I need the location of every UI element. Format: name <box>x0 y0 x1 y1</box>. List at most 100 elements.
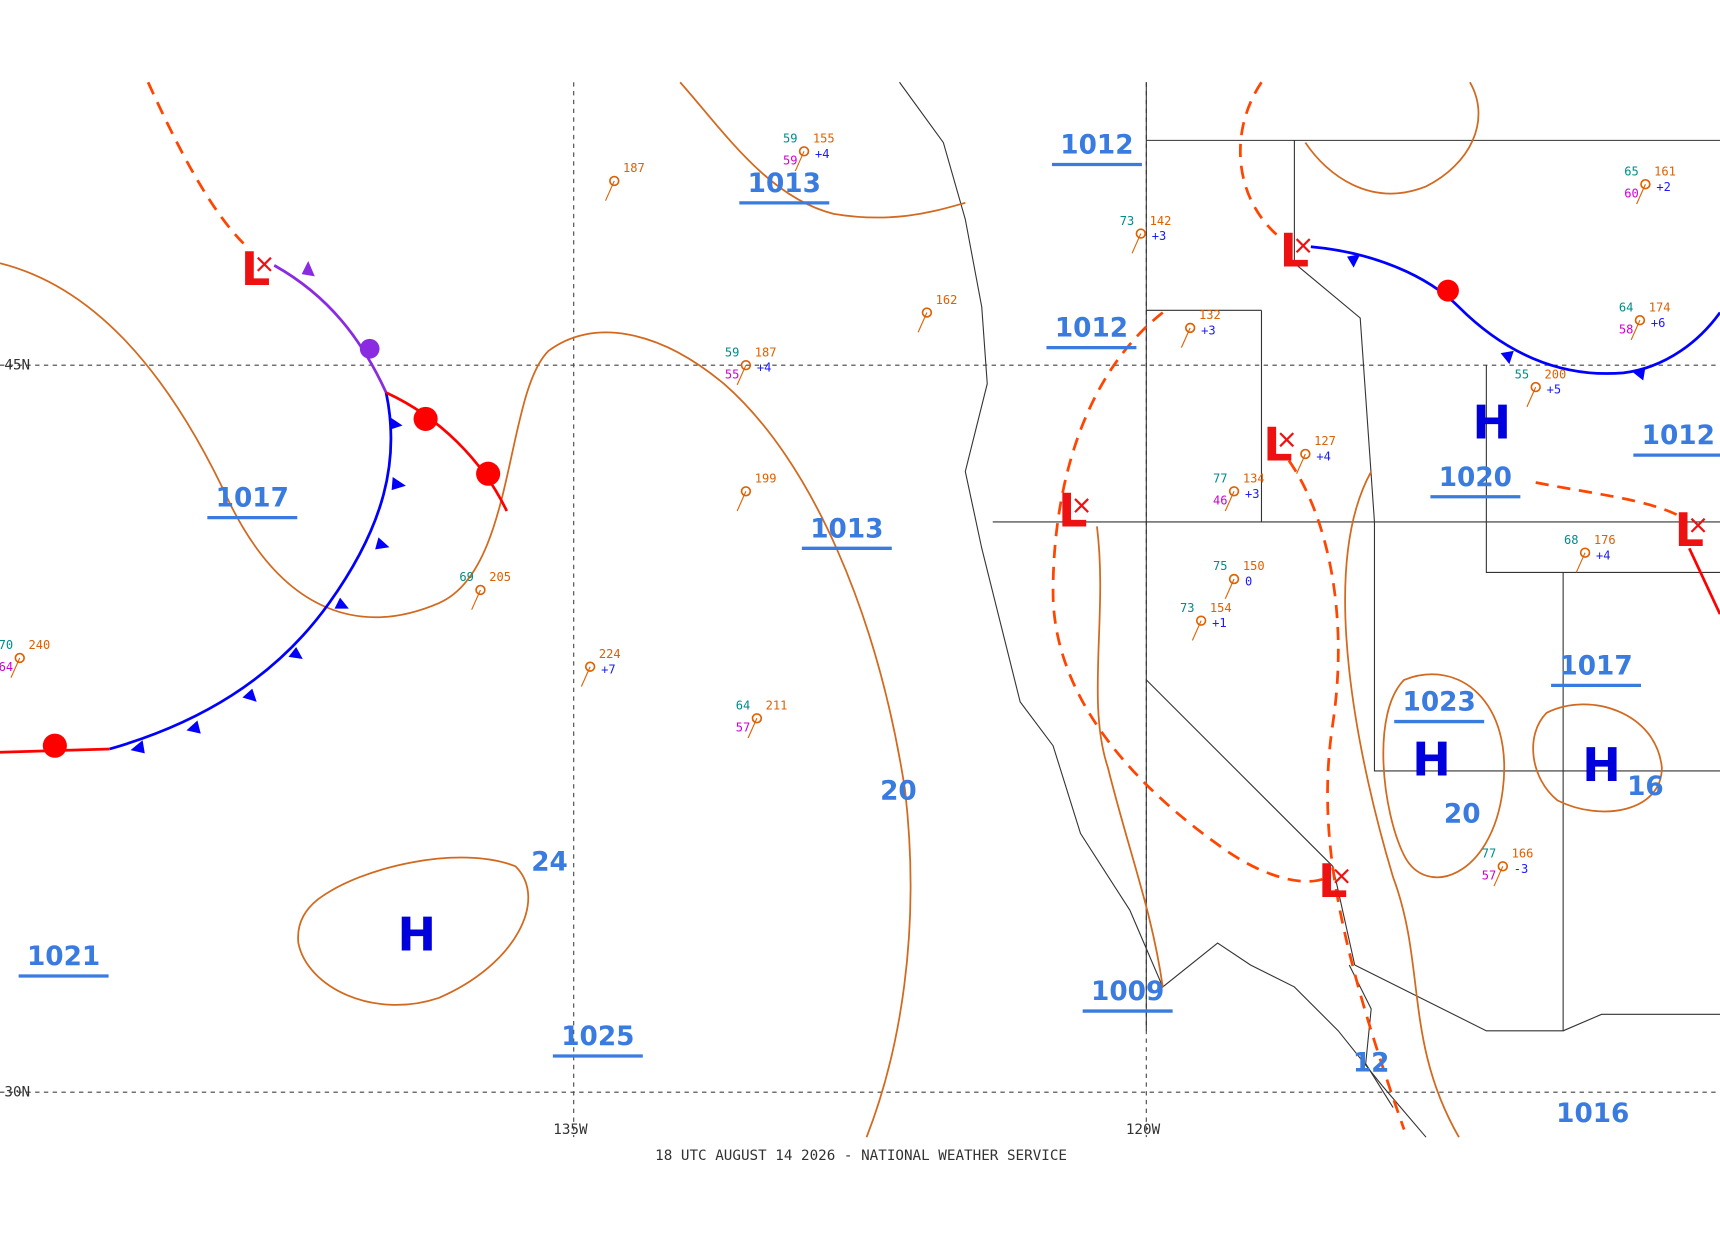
low-marker <box>1334 868 1349 884</box>
low-marker <box>1074 498 1089 513</box>
station-pressure: 154 <box>1210 601 1232 615</box>
wind-barb <box>1296 453 1306 474</box>
station-pressure: 199 <box>755 472 777 486</box>
trough <box>1287 459 1406 1130</box>
low-marker <box>257 256 272 272</box>
isobar-label: 1020 <box>1439 463 1512 493</box>
station-tendency: +3 <box>1201 323 1216 337</box>
isobar <box>1096 526 1164 988</box>
front-bumps <box>42 279 1459 758</box>
station-temperature: 77 <box>1482 847 1497 861</box>
pressure-center: L <box>241 242 270 296</box>
station-pressure: 174 <box>1649 300 1671 314</box>
isobar <box>297 856 530 1006</box>
border <box>1354 572 1564 1032</box>
isobar-label: 1023 <box>1403 688 1476 718</box>
wind-barb <box>917 312 928 333</box>
station-dewpoint: 64 <box>0 660 13 674</box>
isobar-label: 1012 <box>1060 131 1133 161</box>
station-pressure: 205 <box>489 570 511 584</box>
station-pressure: 187 <box>623 161 645 175</box>
station-pressure: 176 <box>1594 533 1616 547</box>
pressure-center: L <box>1058 483 1087 537</box>
station-pressure: 240 <box>29 638 51 652</box>
fronts <box>0 245 1720 758</box>
station-tendency: +1 <box>1212 616 1227 630</box>
station-pressure: 211 <box>766 699 788 713</box>
isobar-label: 1025 <box>561 1022 634 1052</box>
station-temperature: 75 <box>1213 559 1228 573</box>
wind-barb <box>747 718 758 739</box>
station-dewpoint: 57 <box>736 720 751 734</box>
occluded-front <box>273 264 388 394</box>
border <box>1373 521 1720 772</box>
station-tendency: +3 <box>1152 229 1167 243</box>
station-marker <box>751 713 763 724</box>
pressure-center: H <box>1582 738 1621 792</box>
station-pressure: 187 <box>755 345 777 359</box>
station-dewpoint: 46 <box>1213 493 1228 507</box>
station-tendency: +4 <box>815 147 830 161</box>
station-marker <box>1300 448 1311 460</box>
footer: 18 UTC AUGUST 14 2026 - NATIONAL WEATHER… <box>655 1148 1067 1164</box>
station-marker <box>1579 547 1591 558</box>
wind-barb <box>1636 184 1646 205</box>
wind-barb <box>736 364 747 386</box>
station-temperature: 68 <box>1564 533 1579 547</box>
isobar-label: 1016 <box>1556 1099 1629 1129</box>
wind-barb <box>1526 386 1537 408</box>
station-temperature: 59 <box>783 132 798 146</box>
station-temperature: 64 <box>1619 300 1634 314</box>
wind-barb <box>1575 552 1586 573</box>
station-temperature: 70 <box>0 638 13 652</box>
station-pressure: 150 <box>1243 559 1265 573</box>
isobar-label: 1021 <box>27 942 100 972</box>
pressure-center: L <box>1318 854 1347 908</box>
pressure-center: H <box>1412 732 1451 786</box>
station-pressure: 127 <box>1314 434 1336 448</box>
station-marker <box>1634 315 1646 326</box>
station-marker <box>1228 573 1240 585</box>
wind-barb <box>736 491 747 512</box>
border <box>1145 679 1356 966</box>
wind-barb <box>1224 491 1235 512</box>
station-marker <box>740 359 752 371</box>
isobar <box>1382 673 1506 879</box>
pressure-center: H <box>398 908 437 962</box>
station-marker <box>798 146 810 157</box>
station-marker <box>1195 615 1207 626</box>
front <box>1688 547 1720 615</box>
station-marker <box>584 661 596 672</box>
trough <box>146 81 245 245</box>
station-tendency: +5 <box>1547 383 1562 397</box>
station-temperature: 55 <box>1515 367 1530 381</box>
station-tendency: +7 <box>601 662 616 676</box>
wind-barb <box>605 180 615 201</box>
wind-barb <box>1493 866 1504 887</box>
borders <box>899 81 1720 1138</box>
station-pressure: 132 <box>1199 308 1221 322</box>
isobar-label: 1013 <box>748 169 821 199</box>
isobar-label: 1013 <box>810 514 883 544</box>
station-marker <box>740 486 752 497</box>
station-marker <box>1135 228 1147 239</box>
station-temperature: 77 <box>1213 472 1228 486</box>
station-tendency: +4 <box>1316 450 1331 464</box>
isobar-label: 1012 <box>1055 314 1128 344</box>
trough <box>1535 481 1679 517</box>
station-pressure: 200 <box>1544 367 1566 381</box>
labels: 45N 30N 135W 120W 1013 1013 1012 1012 1017 1021 10… <box>4 131 1720 1138</box>
station-pressure: 155 <box>813 132 835 146</box>
wind-barb <box>1191 620 1202 641</box>
isobar <box>1344 471 1460 1138</box>
station-marker <box>1530 381 1541 393</box>
wind-barb <box>10 657 21 678</box>
wind-barb <box>1224 578 1235 599</box>
station-dewpoint: 60 <box>1624 186 1639 200</box>
station-tendency: +4 <box>1596 548 1611 562</box>
border <box>1293 140 1376 523</box>
warm-front <box>385 391 509 512</box>
station-dewpoint: 58 <box>1619 322 1634 336</box>
